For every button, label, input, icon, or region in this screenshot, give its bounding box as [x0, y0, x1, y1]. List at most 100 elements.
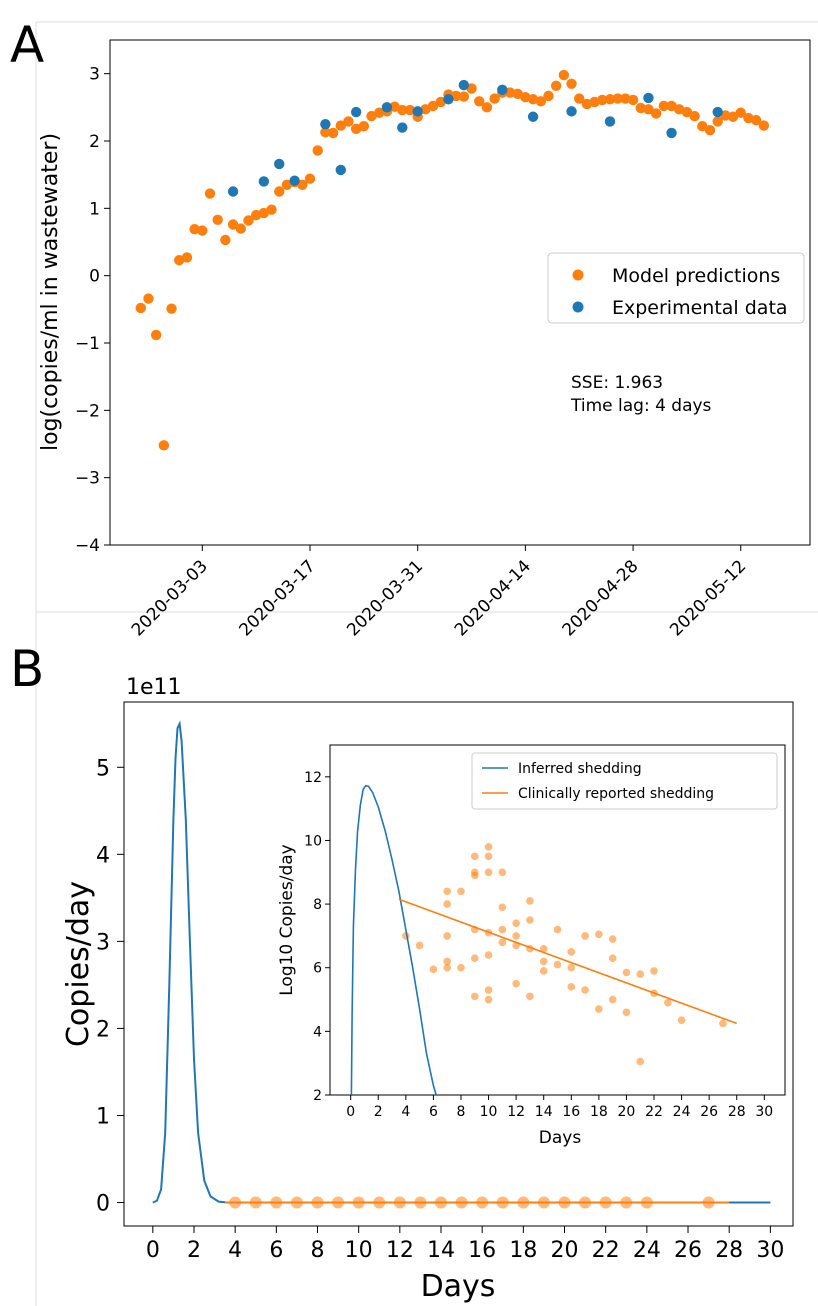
model-prediction-point	[458, 91, 470, 102]
panel-b-x-tick-label: 4	[228, 1238, 242, 1263]
model-prediction-point	[166, 303, 177, 314]
experimental-data-point	[381, 102, 393, 113]
model-prediction-point	[635, 102, 646, 114]
panel-a-y-tick-label: 0	[89, 267, 100, 287]
inset-y-ticks: 2 4 6 8 10 12	[304, 770, 330, 1104]
inset-clinical-point	[484, 986, 493, 994]
clinical-data-point	[290, 1196, 303, 1209]
clinical-data-point	[311, 1196, 324, 1209]
model-prediction-point	[427, 100, 439, 112]
model-prediction-point	[612, 93, 623, 104]
model-prediction-point	[227, 219, 239, 230]
model-prediction-point	[181, 252, 193, 263]
model-prediction-point	[197, 225, 208, 236]
model-prediction-point	[735, 107, 746, 118]
inset-clinical-point	[457, 887, 465, 896]
inset-x-tick-label: 20	[618, 1104, 636, 1120]
model-prediction-point	[404, 104, 416, 116]
model-prediction-point	[320, 127, 331, 138]
clinical-data-point	[332, 1196, 345, 1209]
panel-a-x-tick-label: 2020-04-28	[559, 556, 643, 640]
inset-clinical-point	[429, 965, 438, 974]
inset-legend: Inferred shedding Clinically reported sh…	[471, 752, 778, 810]
inset-clinical-point	[443, 957, 451, 966]
inset-clinical-point	[512, 979, 520, 988]
clinical-data-point	[496, 1196, 509, 1209]
inset-clinical-point	[539, 967, 548, 975]
inset-x-axis-label: Days	[539, 1128, 582, 1148]
model-prediction-point	[158, 440, 170, 451]
inset-axes-frame	[329, 744, 786, 1096]
panel-b-y-tick-label: 2	[96, 1017, 110, 1042]
inset-clinical-point	[567, 963, 576, 972]
model-prediction-point	[643, 104, 654, 115]
inset-clinical-point	[484, 995, 493, 1004]
model-prediction-point	[627, 94, 639, 106]
inset-clinical-point	[470, 992, 479, 1001]
model-prediction-point	[727, 111, 739, 122]
model-prediction-point	[543, 90, 554, 102]
clinical-data-point	[270, 1196, 283, 1209]
inset-clinical-point	[608, 954, 617, 962]
inset-clinical-point	[470, 954, 479, 962]
inset-series	[350, 784, 737, 1096]
inset-clinical-point	[622, 968, 631, 977]
panel-a-data-points	[135, 69, 770, 451]
clinical-data-point	[455, 1196, 468, 1209]
inset-inferred-shedding-line	[350, 784, 437, 1096]
inset-y-tick-label: 8	[313, 897, 322, 913]
inset-x-tick-label: 18	[590, 1104, 608, 1120]
panel-b-y-multiplier: 1e11	[126, 675, 182, 700]
clinical-data-point	[640, 1196, 653, 1209]
experimental-data-point	[274, 158, 285, 170]
panel-b-series	[152, 720, 771, 1209]
time-lag-annotation: Time lag: 4 days	[570, 396, 712, 416]
panel-b-y-tick-label: 1	[96, 1104, 110, 1129]
inset-clinical-point	[443, 932, 451, 940]
panel-a-y-tick-label: 2	[89, 132, 100, 152]
panel-b-x-tick-label: 22	[592, 1238, 620, 1263]
inset-clinical-point	[636, 970, 645, 978]
model-prediction-point	[335, 120, 346, 131]
panel-a-y-tick-label: 3	[89, 65, 100, 85]
inset-x-tick-label: 30	[755, 1104, 773, 1120]
clinical-data-point	[476, 1196, 489, 1209]
inset-x-tick-label: 14	[535, 1104, 553, 1120]
experimental-data-point	[227, 186, 239, 197]
panel-a-y-tick-label: 1	[89, 199, 100, 219]
clinical-data-point	[620, 1196, 633, 1209]
experimental-data-point	[397, 122, 408, 133]
panel-a-y-tick-label: −4	[75, 536, 100, 556]
model-prediction-point	[558, 69, 570, 81]
panel-a-axes-frame	[109, 39, 811, 546]
clinical-data-point	[373, 1196, 386, 1209]
experimental-data-point	[443, 94, 454, 105]
model-prediction-point	[681, 106, 693, 118]
inset-clinical-point	[539, 944, 548, 953]
panel-b-x-tick-label: 12	[386, 1238, 414, 1263]
experimental-data-point	[412, 106, 423, 117]
inset-clinical-point	[581, 986, 589, 994]
panel-b-y-tick-label: 5	[96, 756, 110, 781]
inset-x-tick-label: 8	[457, 1104, 466, 1120]
inset-x-tick-label: 16	[562, 1104, 580, 1120]
model-prediction-point	[604, 94, 616, 105]
model-prediction-point	[189, 224, 200, 235]
inset-y-tick-label: 10	[304, 833, 322, 849]
experimental-data-point	[497, 84, 508, 96]
inferred-shedding-line	[152, 720, 771, 1204]
model-prediction-point	[712, 116, 723, 127]
panel-b-y-tick-label: 3	[96, 930, 110, 955]
panel-b-y-axis-label: Copies/day	[61, 881, 96, 1047]
legend-label-inferred: Inferred shedding	[518, 761, 642, 777]
panel-b-x-axis-label: Days	[421, 1269, 496, 1304]
model-prediction-point	[204, 188, 216, 199]
model-prediction-point	[474, 96, 485, 107]
experimental-data-point	[566, 106, 577, 117]
clinical-data-point	[229, 1196, 242, 1209]
model-prediction-point	[358, 120, 370, 132]
experimental-data-point	[350, 106, 362, 118]
inset-x-tick-label: 12	[507, 1104, 525, 1120]
